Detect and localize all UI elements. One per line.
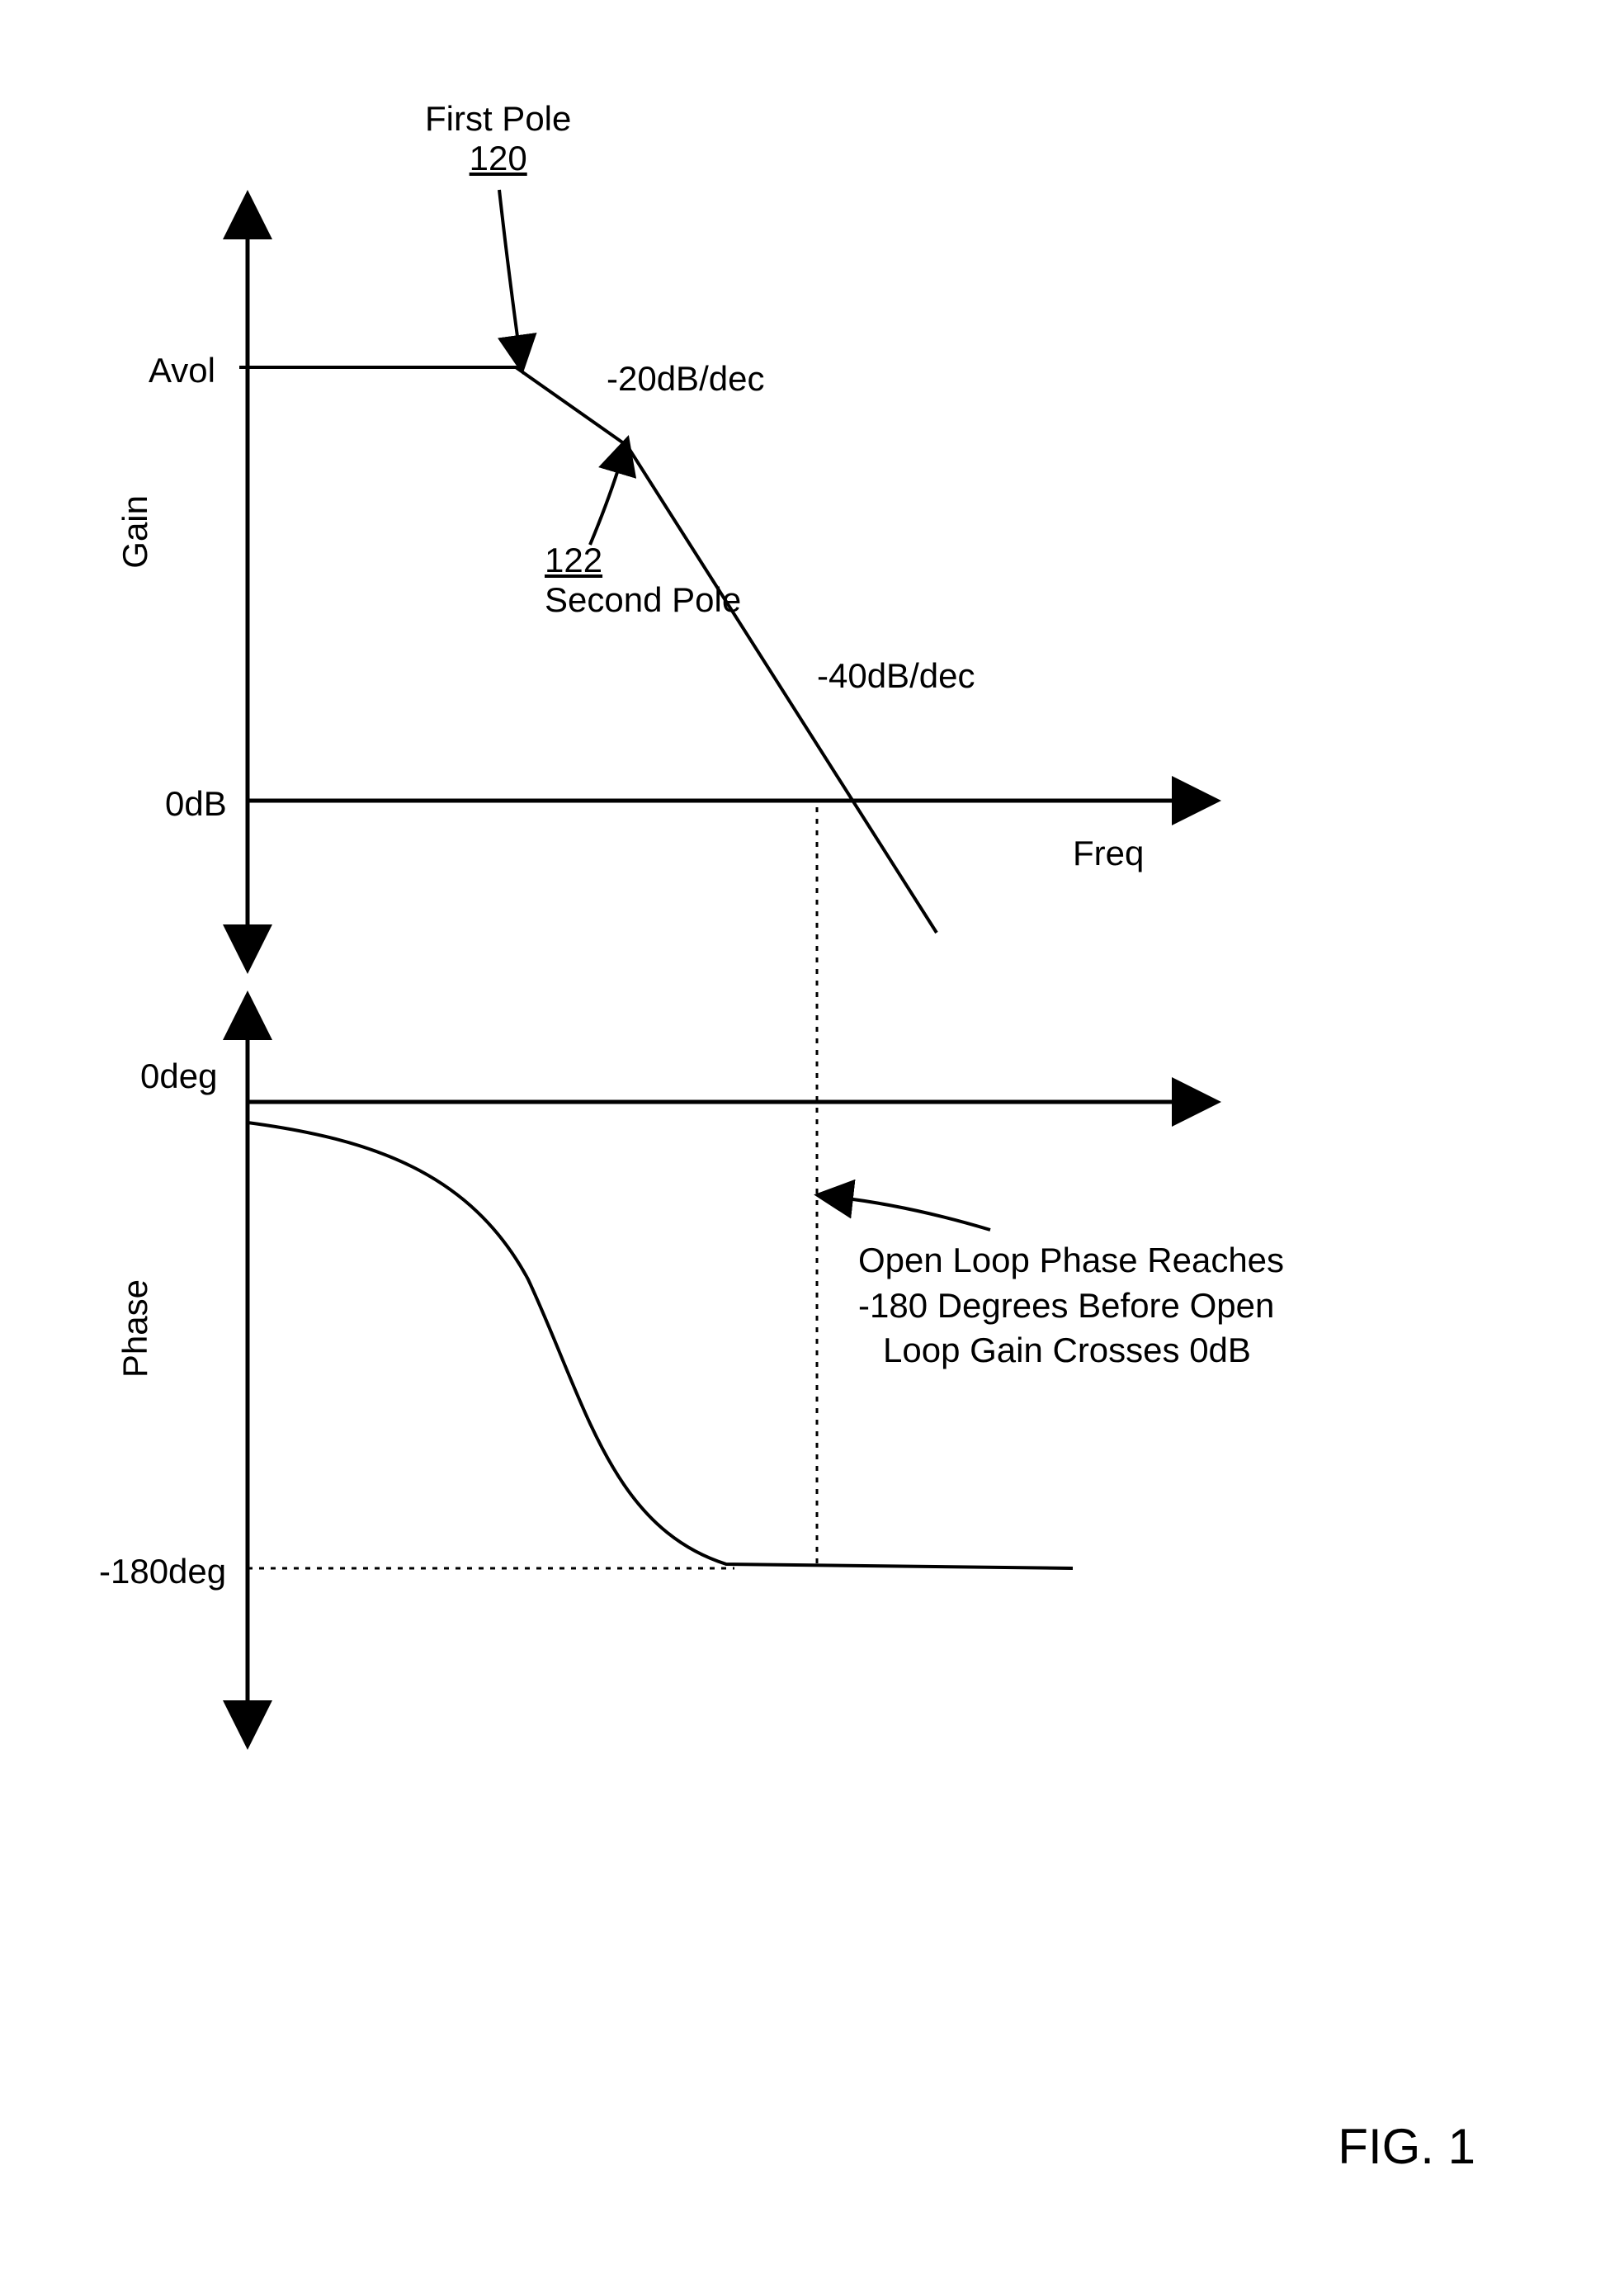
second-pole-label: Second Pole (545, 580, 741, 619)
neg180-deg-label: -180deg (99, 1552, 226, 1591)
freq-label: Freq (1073, 834, 1144, 873)
phase-y-axis-label: Phase (116, 1279, 155, 1378)
first-pole-ref: 120 (470, 139, 527, 177)
annotation-arrow (833, 1197, 990, 1230)
slope1-label: -20dB/dec (607, 359, 764, 399)
gain-curve (248, 367, 937, 933)
first-pole-label-group: First Pole 120 (425, 99, 571, 178)
annotation-line2: -180 Degrees Before Open (858, 1286, 1274, 1325)
first-pole-label: First Pole (425, 99, 571, 138)
gain-y-axis-label: Gain (116, 495, 155, 569)
second-pole-arrow (590, 454, 623, 545)
figure-label: FIG. 1 (1338, 2118, 1475, 2175)
first-pole-arrow (499, 190, 520, 355)
second-pole-label-group: 122 Second Pole (545, 541, 741, 620)
annotation-line1: Open Loop Phase Reaches (858, 1241, 1284, 1279)
second-pole-ref: 122 (545, 541, 602, 579)
bode-diagram: First Pole 120 Avol 0dB Gain -20dB/dec 1… (165, 83, 1485, 2064)
annotation-line3: Loop Gain Crosses 0dB (858, 1331, 1251, 1369)
zero-db-label: 0dB (165, 784, 227, 824)
slope2-label: -40dB/dec (817, 656, 975, 696)
avol-label: Avol (149, 351, 215, 390)
zero-deg-label: 0deg (140, 1057, 217, 1096)
phase-annotation: Open Loop Phase Reaches -180 Degrees Bef… (858, 1238, 1284, 1373)
diagram-svg (165, 83, 1485, 2064)
